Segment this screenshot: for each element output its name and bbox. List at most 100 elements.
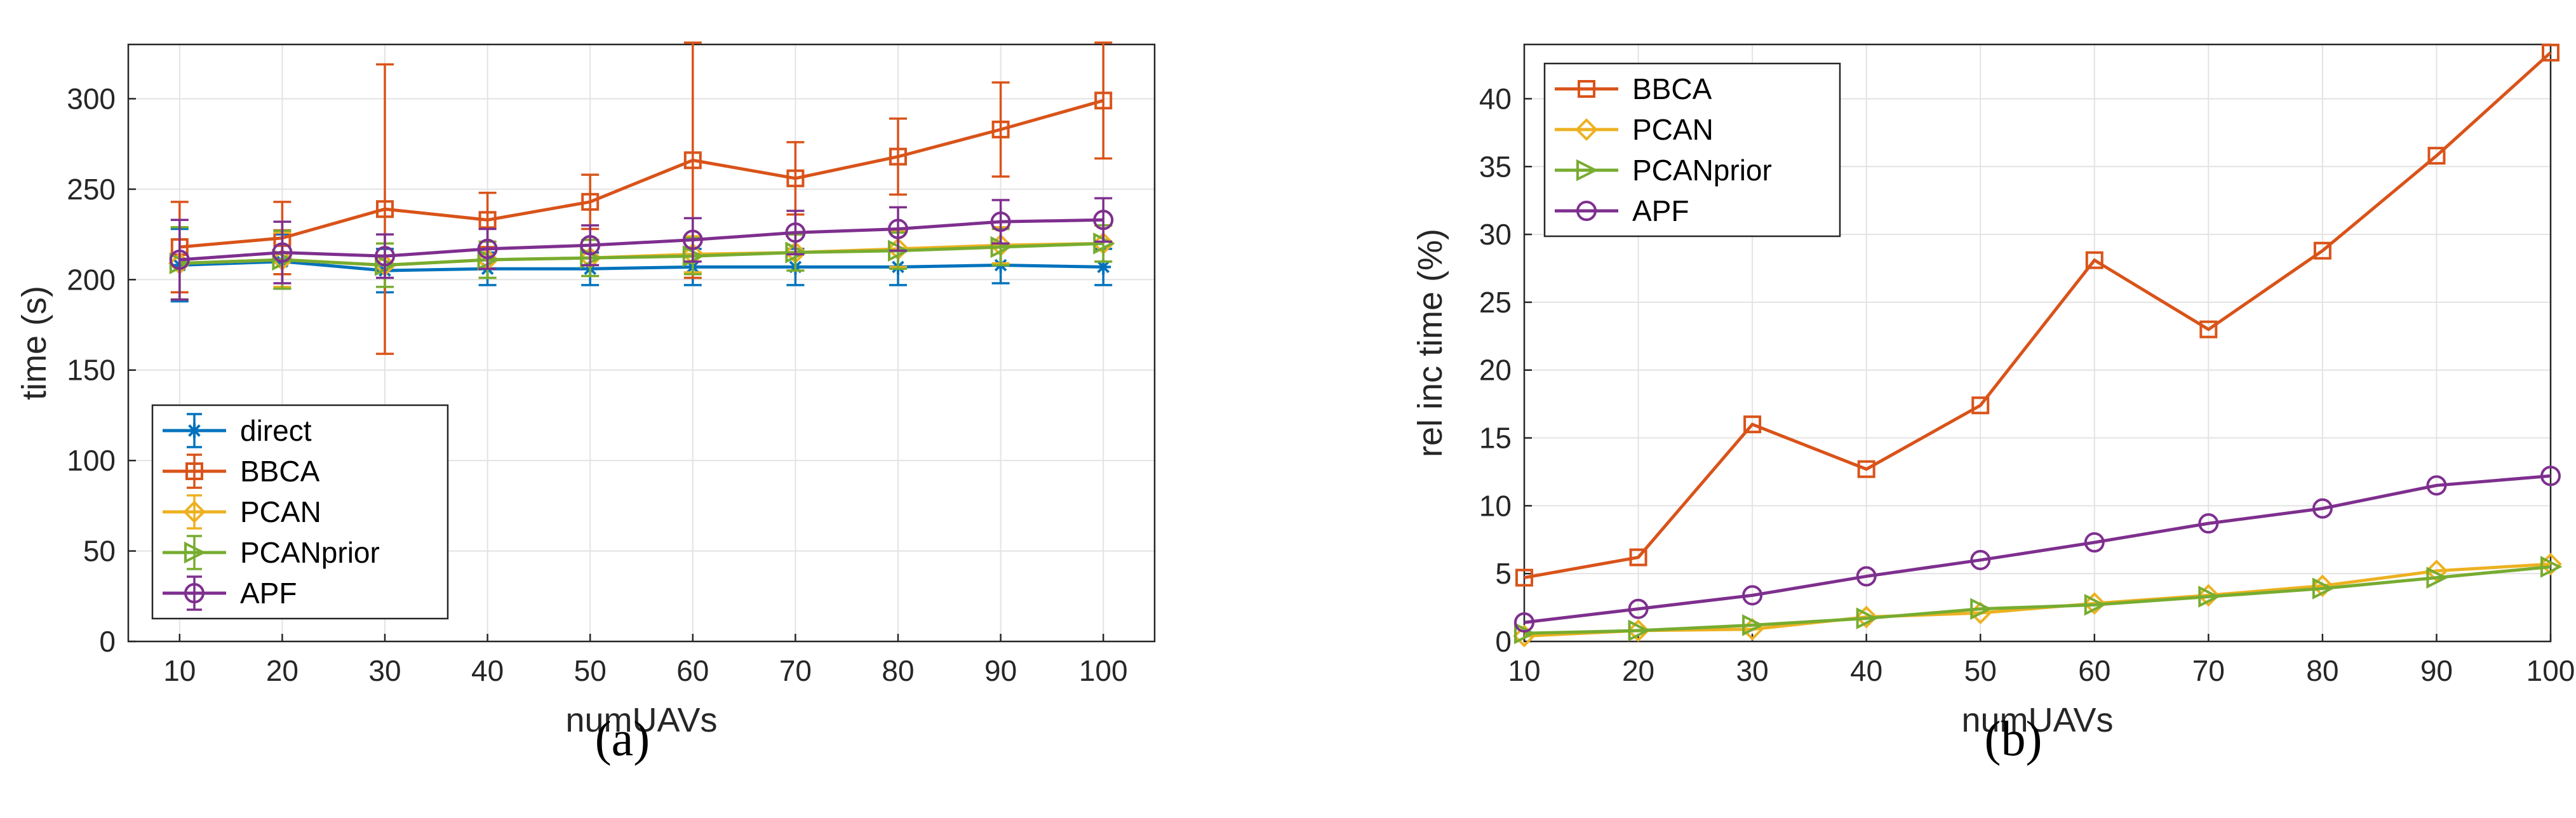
data-point — [1971, 396, 1990, 415]
chart-panel-b: 10 20 30 40 50 60 70 80 90 100 0 5 10 15 20 25 30 35 40 num… — [1411, 43, 2575, 739]
data-point — [2198, 586, 2220, 608]
series-apf — [169, 197, 1114, 301]
series-direct — [170, 227, 1113, 303]
series-line — [179, 218, 1104, 262]
x-tick-label: 70 — [779, 654, 812, 687]
data-point — [785, 222, 806, 243]
y-axis-label: time (s) — [15, 286, 53, 400]
y-tick-label: 35 — [1479, 150, 1512, 183]
x-tick-label: 90 — [984, 654, 1017, 687]
series-line — [1524, 51, 2552, 580]
data-point — [2540, 556, 2563, 578]
x-tick-label: 80 — [882, 654, 914, 687]
series-pcan — [1513, 553, 2562, 648]
y-tick-label: 15 — [1479, 422, 1512, 455]
x-tick-label: 10 — [1508, 654, 1540, 687]
y-tick-label: 40 — [1479, 82, 1512, 115]
legend-label: BBCA — [240, 455, 320, 488]
x-tick-label: 50 — [574, 654, 607, 687]
y-tick-label: 300 — [67, 82, 116, 115]
data-point — [2539, 553, 2562, 576]
data-point — [376, 200, 394, 218]
data-point — [1857, 460, 1875, 478]
data-point — [1743, 415, 1762, 434]
data-point — [478, 211, 497, 229]
legend-label: direct — [240, 414, 312, 447]
x-tick-label: 80 — [2306, 654, 2338, 687]
data-point — [2312, 577, 2335, 600]
data-point — [2426, 567, 2448, 589]
y-tick-label: 10 — [1479, 489, 1512, 522]
data-point — [477, 238, 498, 259]
chart-panel-a: 10 20 30 40 50 60 70 80 90 100 0 50 100 150 200 250 300 n… — [15, 41, 1156, 739]
legend-marker — [187, 423, 202, 438]
data-point — [1970, 598, 1992, 620]
y-axis-label: rel inc time (%) — [1411, 229, 1449, 457]
data-point — [1970, 549, 1991, 570]
plot-area-frame — [1523, 43, 2552, 643]
x-tick-label: 30 — [368, 654, 401, 687]
x-tick-label: 30 — [1736, 654, 1769, 687]
data-point — [683, 151, 702, 170]
series-line — [179, 98, 1104, 249]
series-apf — [1514, 466, 2561, 633]
data-point — [580, 235, 601, 256]
x-axis-label: numUAVs — [565, 701, 717, 739]
legend-label: PCANprior — [1632, 154, 1772, 187]
y-tick-label: 20 — [1479, 354, 1512, 387]
legend-marker — [1576, 159, 1599, 182]
legend-label: PCAN — [1632, 113, 1714, 146]
data-point — [375, 246, 395, 267]
series-bbca — [170, 41, 1113, 355]
data-point — [2198, 513, 2219, 534]
series-line — [179, 260, 1104, 272]
data-point — [1855, 605, 1878, 629]
data-point — [1628, 598, 1649, 619]
x-tick-label: 10 — [163, 654, 196, 687]
series-line — [1524, 565, 2551, 635]
legend-label: APF — [1632, 194, 1689, 227]
data-point — [272, 242, 293, 263]
legend-marker — [1578, 80, 1595, 98]
data-point — [1742, 585, 1763, 606]
data-point — [2197, 584, 2220, 607]
data-point — [1094, 91, 1113, 110]
data-point — [2426, 475, 2447, 496]
y-tick-label: 100 — [67, 444, 116, 477]
x-tick-label: 40 — [1850, 654, 1882, 687]
data-point — [1629, 548, 1647, 567]
data-point — [1627, 619, 1650, 642]
series-line — [1524, 562, 2551, 638]
data-point — [990, 211, 1011, 232]
y-tick-label: 150 — [67, 354, 116, 387]
legend-marker — [183, 500, 206, 523]
data-point — [2313, 241, 2331, 260]
data-point — [888, 218, 908, 239]
legend-label: BBCA — [1632, 72, 1712, 105]
x-tick-label: 70 — [2192, 654, 2225, 687]
y-tick-label: 0 — [1495, 625, 1512, 658]
legend-marker — [185, 462, 203, 480]
series-line — [1524, 474, 2551, 624]
data-point — [2311, 574, 2334, 598]
y-tick-label: 200 — [67, 263, 116, 296]
series-bbca — [1515, 43, 2559, 587]
legend-label: PCAN — [240, 495, 321, 528]
data-point — [1514, 622, 1536, 645]
legend-marker — [1576, 201, 1597, 221]
legend-marker — [184, 541, 206, 564]
data-point — [1628, 619, 1651, 642]
y-tick-label: 30 — [1479, 218, 1512, 251]
data-point — [2085, 251, 2103, 269]
data-point — [2312, 498, 2333, 519]
x-tick-label: 20 — [1622, 654, 1654, 687]
data-point — [786, 169, 805, 187]
data-point — [1856, 607, 1879, 629]
legend-marker — [184, 583, 205, 603]
data-point — [169, 249, 190, 270]
data-point — [889, 147, 907, 166]
data-point — [991, 120, 1010, 138]
plot-area-frame — [127, 43, 1156, 643]
data-point — [1514, 612, 1534, 633]
x-tick-label: 90 — [2420, 654, 2453, 687]
